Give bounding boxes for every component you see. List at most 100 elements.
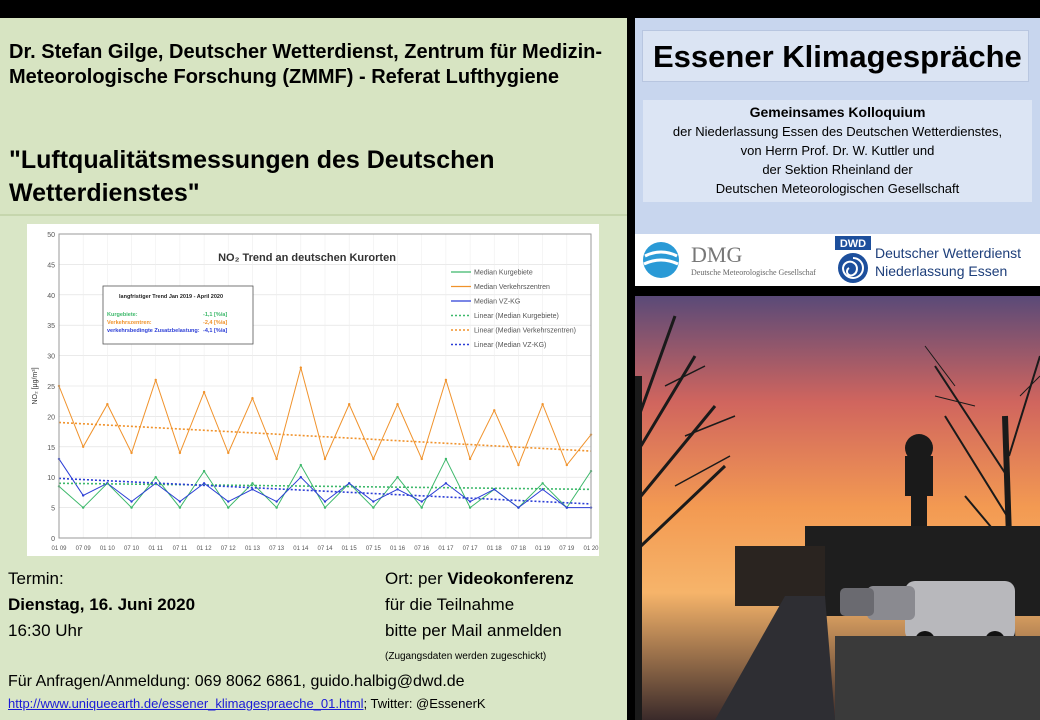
series-title-box: Essener Klimagespräche [642, 30, 1029, 82]
trend-line [58, 421, 592, 452]
event-date: Dienstag, 16. Juni 2020 [8, 595, 196, 614]
talk-title: "Luftqualitätsmessungen des Deutschen We… [9, 146, 495, 207]
x-tick-label: 01 09 [51, 546, 67, 552]
chart-svg: 0 5 10 15 20 25 30 35 40 45 50 01 09 07 09 01 10 07 1… [32, 232, 599, 552]
legend-entry: Median Verkehrszentren [474, 284, 550, 291]
data-point [251, 482, 254, 485]
x-tick-label: 01 10 [100, 546, 116, 552]
data-point [227, 451, 230, 455]
annotation-label: verkehrsbedingte Zusatzbelastung: [107, 328, 200, 334]
data-point [106, 403, 109, 406]
x-tick-label: 01 19 [535, 546, 551, 552]
y-tick-label: 40 [47, 293, 55, 300]
data-point [372, 500, 375, 503]
data-point [468, 506, 472, 509]
kolloquium-line: von Herrn Prof. Dr. W. Kuttler und [740, 143, 935, 158]
y-tick-label: 30 [47, 354, 55, 361]
series-title: Essener Klimagespräche [653, 39, 1022, 74]
dwd-badge [835, 236, 871, 250]
tree-left [635, 315, 736, 720]
data-point [178, 506, 182, 509]
data-point [444, 457, 448, 461]
dwd-line1: Deutscher Wetterdienst [875, 245, 1021, 261]
data-point [444, 482, 448, 485]
data-point [154, 476, 157, 479]
kolloquium-line: der Sektion Rheinland der [762, 162, 913, 177]
data-point [299, 366, 303, 369]
y-tick-label: 35 [47, 323, 55, 330]
ort-line2: für die Teilnahme [385, 595, 515, 614]
data-point [396, 403, 399, 406]
x-tick-label: 07 18 [511, 546, 527, 552]
data-point [517, 463, 520, 467]
data-point [251, 396, 254, 400]
dmg-logo-icon [643, 242, 679, 278]
annotation-label: Kurgebiete: [107, 312, 138, 318]
sidewalk [835, 636, 1040, 720]
dmg-subtitle: Deutsche Meteorologische Gesellschaf [691, 268, 816, 277]
event-url-link[interactable]: http://www.uniqueearth.de/essener_klimag… [8, 696, 364, 711]
data-point [541, 403, 544, 406]
x-tick-label: 07 11 [173, 546, 188, 552]
data-point [299, 476, 303, 479]
kolloquium-line: Deutschen Meteorologischen Gesellschaft [715, 181, 960, 196]
data-point [130, 506, 133, 509]
x-tick-label: 07 17 [463, 546, 479, 552]
x-tick-label: 07 13 [269, 546, 285, 552]
dwd-text: DWD [840, 238, 866, 250]
data-point [468, 500, 472, 503]
annotation-label: Verkehrszentren: [107, 320, 152, 326]
legend-entry: Median Kurgebiete [474, 270, 533, 277]
trend-line [58, 482, 592, 491]
data-point [81, 506, 85, 509]
data-point [493, 488, 496, 491]
x-tick-label: 01 13 [245, 546, 261, 552]
speaker-name: Dr. Stefan Gilge, Deutscher Wetterdienst… [9, 41, 603, 88]
divider [0, 214, 627, 216]
legend-entry: Linear (Median Kurgebiete) [474, 313, 559, 320]
y-tick-label: 50 [47, 232, 55, 239]
sunset-photo [635, 296, 1040, 720]
data-point [347, 482, 351, 485]
x-tick-label: 07 16 [414, 546, 430, 552]
chart-title: NO₂ Trend an deutschen Kurorten [218, 252, 396, 264]
y-axis-label: NO₂ [µg/m³] [32, 367, 39, 404]
data-point [275, 506, 278, 509]
legend-entry: Linear (Median VZ-KG) [474, 342, 546, 349]
x-tick-label: 01 16 [390, 546, 406, 552]
data-point [372, 457, 375, 461]
road [715, 596, 835, 720]
plot-frame [58, 233, 592, 539]
x-tick-label: 07 09 [76, 546, 92, 552]
data-point [299, 463, 303, 467]
data-point [178, 451, 182, 455]
contact-line: Für Anfragen/Anmeldung: 069 8062 6861, g… [8, 673, 465, 690]
y-tick-label: 0 [51, 536, 55, 543]
y-tick-label: 15 [47, 445, 55, 452]
data-point [275, 457, 278, 461]
data-point [81, 445, 85, 448]
y-tick-label: 20 [47, 414, 55, 421]
data-point [202, 469, 206, 473]
y-tick-label: 25 [47, 384, 55, 391]
x-tick-label: 07 19 [559, 546, 575, 552]
x-tick-label: 01 14 [293, 546, 309, 552]
left-panel: Dr. Stefan Gilge, Deutscher Wetterdienst… [0, 18, 627, 720]
termin-label: Termin: [8, 569, 64, 588]
data-point [372, 506, 375, 509]
data-point [420, 457, 423, 461]
data-point [468, 457, 472, 461]
data-point [420, 500, 423, 503]
y-tick-label: 45 [47, 262, 55, 269]
data-point [275, 500, 278, 503]
dwd-spiral-icon [838, 253, 868, 283]
ort-block: Ort: per Videokonferenz für die Teilnahm… [385, 566, 574, 670]
x-tick-label: 01 20 [583, 546, 599, 552]
link-line: http://www.uniqueearth.de/essener_klimag… [8, 696, 486, 711]
data-point [565, 506, 569, 509]
dwd-line2: Niederlassung Essen [875, 263, 1007, 279]
annotation-value: -4,1 [%/a] [203, 328, 227, 334]
kolloquium-line: der Niederlassung Essen des Deutschen We… [672, 124, 1003, 139]
y-tick-label: 10 [47, 475, 55, 482]
logos-svg: DMG Deutsche Meteorologische Gesellschaf… [643, 236, 1021, 283]
